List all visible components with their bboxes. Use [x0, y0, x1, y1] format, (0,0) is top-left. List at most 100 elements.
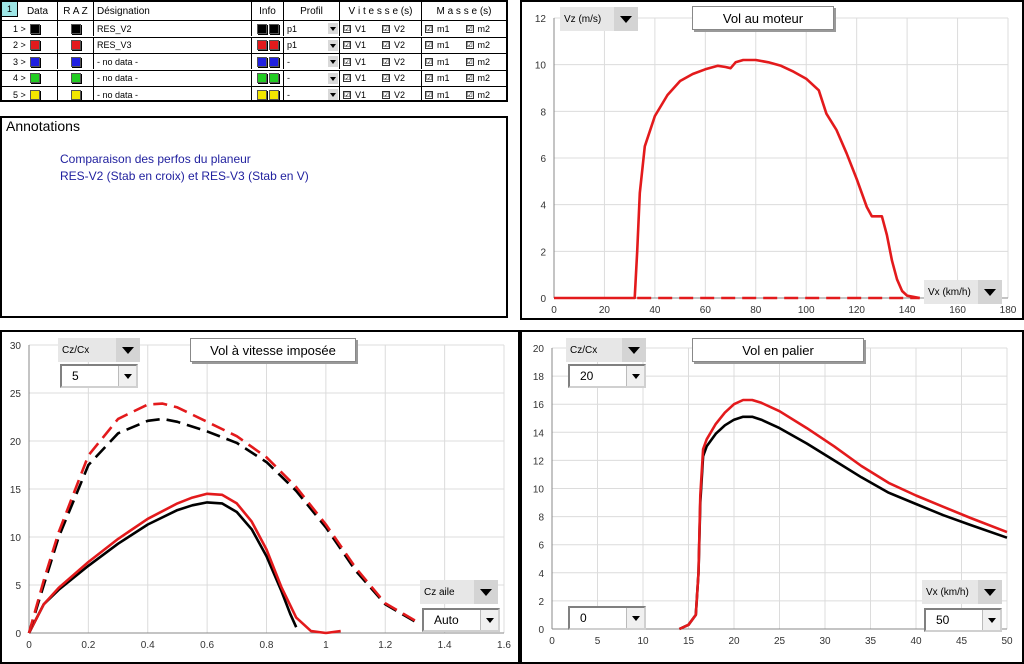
level-left-combo-value: 0: [580, 611, 587, 625]
y-tick-label: 12: [535, 14, 547, 25]
chevron-down-icon[interactable]: [978, 580, 1002, 604]
chevron-down-icon[interactable]: [978, 280, 1002, 304]
imposed-x-selector[interactable]: Cz aile: [420, 580, 498, 604]
imposed-y-combo[interactable]: 5: [60, 364, 138, 388]
raz-button[interactable]: [70, 23, 81, 34]
checkbox-icon[interactable]: ☑: [465, 24, 474, 33]
level-x-combo[interactable]: 50: [924, 608, 1002, 632]
imposed-y-selector[interactable]: Cz/Cx: [58, 338, 140, 362]
checkbox-icon[interactable]: ☑: [465, 90, 474, 99]
level-x-selector[interactable]: Vx (km/h): [922, 580, 1002, 604]
y-tick-label: 30: [10, 341, 22, 352]
level-y-selector[interactable]: Cz/Cx: [566, 338, 646, 362]
info-button[interactable]: [268, 23, 279, 34]
imposed-x-combo[interactable]: Auto: [422, 608, 500, 632]
raz-button[interactable]: [70, 89, 81, 100]
corner-icon[interactable]: 1: [2, 2, 18, 17]
chevron-down-icon[interactable]: [118, 366, 136, 386]
designation-cell[interactable]: RES_V2: [94, 21, 252, 36]
info-button[interactable]: [268, 40, 279, 50]
profil-select[interactable]: -: [284, 70, 340, 86]
raz-button[interactable]: [70, 73, 81, 83]
checkbox-icon[interactable]: ☑: [382, 57, 391, 66]
raz-button[interactable]: [70, 56, 81, 67]
designation-cell[interactable]: - no data -: [94, 54, 252, 69]
raz-cell: [58, 21, 94, 36]
info-button[interactable]: [268, 89, 279, 100]
masses-cell: ☑ m1 ☑ m2: [422, 38, 506, 53]
checkbox-icon[interactable]: ☑: [425, 57, 433, 66]
chevron-down-icon[interactable]: [116, 338, 140, 362]
y-tick-label: 4: [538, 569, 544, 580]
level-chart-title: Vol en palier: [692, 338, 864, 362]
x-tick-label: 1.2: [378, 640, 392, 651]
data-color-swatch[interactable]: [29, 73, 40, 83]
profil-value: p1: [287, 40, 298, 50]
checkbox-icon[interactable]: ☑: [425, 24, 433, 33]
motor-y-selector-label: Vz (m/s): [564, 13, 602, 25]
info-button[interactable]: [256, 73, 267, 83]
level-y-combo[interactable]: 20: [568, 364, 646, 388]
checkbox-icon[interactable]: ☑: [425, 90, 433, 99]
y-tick-label: 25: [10, 389, 22, 400]
series-line-0: [27, 501, 298, 634]
info-button[interactable]: [256, 56, 267, 67]
chevron-down-icon[interactable]: [982, 610, 1000, 630]
info-button[interactable]: [268, 56, 279, 67]
checkbox-icon[interactable]: ☑: [465, 74, 474, 82]
table-row: 2 > RES_V3 p1 ☑ V1 ☑ V2 ☑ m1 ☑ m2: [2, 36, 506, 53]
vitesses-cell: ☑ V1 ☑ V2: [340, 21, 422, 36]
chevron-down-icon[interactable]: [328, 23, 338, 34]
m2-label: m2: [477, 56, 491, 67]
chevron-down-icon[interactable]: [480, 610, 498, 630]
chevron-down-icon[interactable]: [328, 72, 338, 84]
chevron-down-icon[interactable]: [474, 580, 498, 604]
chevron-down-icon[interactable]: [328, 39, 338, 51]
x-tick-label: 50: [1001, 636, 1013, 647]
chevron-down-icon[interactable]: [626, 608, 644, 628]
data-color-swatch[interactable]: [29, 40, 40, 50]
info-button[interactable]: [256, 23, 267, 34]
checkbox-icon[interactable]: ☑: [382, 41, 391, 49]
motor-x-selector[interactable]: Vx (km/h): [924, 280, 1002, 304]
checkbox-icon[interactable]: ☑: [382, 74, 391, 82]
data-color-swatch[interactable]: [29, 23, 40, 34]
profil-select[interactable]: -: [284, 87, 340, 102]
checkbox-icon[interactable]: ☑: [425, 74, 433, 82]
checkbox-icon[interactable]: ☑: [465, 57, 474, 66]
series-table: 1 Data R A Z Désignation Info Profil V i…: [0, 0, 508, 102]
checkbox-icon[interactable]: ☑: [343, 74, 351, 82]
chevron-down-icon[interactable]: [614, 7, 638, 31]
chevron-down-icon[interactable]: [626, 366, 644, 386]
level-x-selector-label: Vx (km/h): [926, 586, 969, 598]
motor-y-selector[interactable]: Vz (m/s): [560, 7, 638, 31]
chevron-down-icon[interactable]: [328, 89, 338, 100]
info-button[interactable]: [256, 89, 267, 100]
checkbox-icon[interactable]: ☑: [465, 41, 474, 49]
checkbox-icon[interactable]: ☑: [343, 57, 351, 66]
checkbox-icon[interactable]: ☑: [343, 90, 351, 99]
checkbox-icon[interactable]: ☑: [343, 41, 351, 49]
chevron-down-icon[interactable]: [622, 338, 646, 362]
designation-cell[interactable]: - no data -: [94, 87, 252, 102]
data-color-swatch[interactable]: [29, 89, 40, 100]
checkbox-icon[interactable]: ☑: [343, 24, 351, 33]
data-color-swatch[interactable]: [29, 56, 40, 67]
raz-button[interactable]: [70, 40, 81, 50]
profil-select[interactable]: p1: [284, 37, 340, 53]
checkbox-icon[interactable]: ☑: [382, 24, 391, 33]
row-index: 2 >: [13, 40, 26, 50]
chevron-down-icon[interactable]: [328, 56, 338, 67]
designation-cell[interactable]: - no data -: [94, 70, 252, 86]
info-button[interactable]: [256, 40, 267, 50]
checkbox-icon[interactable]: ☑: [425, 41, 433, 49]
checkbox-icon[interactable]: ☑: [382, 90, 391, 99]
annotations-panel[interactable]: Annotations Comparaison des perfos du pl…: [0, 116, 508, 318]
level-left-combo[interactable]: 0: [568, 606, 646, 630]
profil-select[interactable]: p1: [284, 21, 340, 36]
y-tick-label: 5: [15, 581, 21, 592]
profil-select[interactable]: -: [284, 54, 340, 69]
info-button[interactable]: [268, 73, 279, 83]
motor-x-selector-label: Vx (km/h): [928, 286, 971, 298]
designation-cell[interactable]: RES_V3: [94, 37, 252, 53]
